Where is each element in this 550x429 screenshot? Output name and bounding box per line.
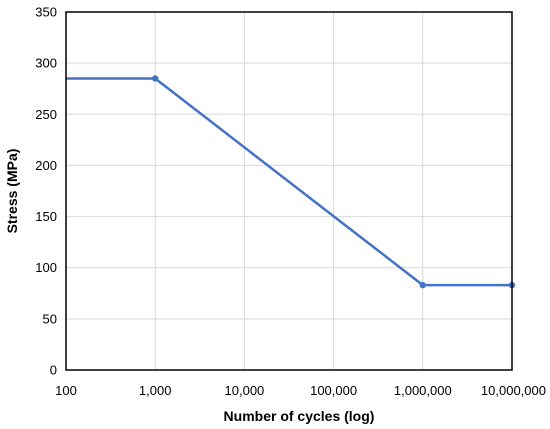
series-group [66,75,516,289]
plot-frame [65,11,513,371]
y-tick-label: 250 [35,107,57,122]
data-point [152,75,159,82]
y-tick-labels: 0 50 100 150 200 250 300 350 [35,5,57,378]
x-tick-labels: 100 1,000 10,000 100,000 1,000,000 10,000,000 [55,383,546,398]
x-tick-label: 10,000,000 [481,383,546,398]
y-tick-label: 0 [50,363,57,378]
series-line [66,77,512,287]
y-axis-title: Stress (MPa) [4,149,20,234]
grid [65,11,513,371]
y-tick-label: 50 [43,311,57,326]
x-tick-label: 100 [55,383,77,398]
x-tick-label: 10,000 [225,383,265,398]
y-tick-label: 150 [35,209,57,224]
data-point [419,281,426,289]
y-tick-label: 350 [35,5,57,20]
x-axis-title: Number of cycles (log) [224,408,375,424]
y-tick-label: 300 [35,56,57,71]
x-tick-label: 1,000 [139,383,172,398]
x-tick-label: 100,000 [310,383,357,398]
y-tick-label: 100 [35,260,57,275]
y-tick-label: 200 [35,158,57,173]
x-tick-label: 1,000,000 [394,383,452,398]
